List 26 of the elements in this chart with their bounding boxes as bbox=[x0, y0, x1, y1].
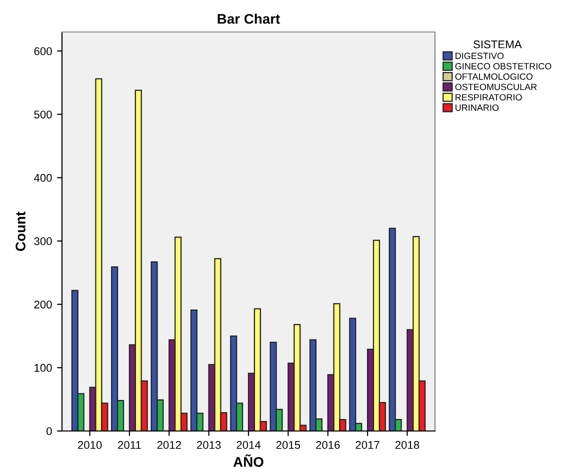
legend-title: SISTEMA bbox=[474, 40, 522, 48]
legend-label: OFTALMOLOGICO bbox=[455, 73, 533, 80]
y-tick-label: 0 bbox=[46, 427, 52, 436]
legend-label: OSTEOMUSCULAR bbox=[455, 84, 537, 90]
legend-label: DIGESTIVO bbox=[456, 52, 504, 60]
legend-label: GINECO OBSTETRICO bbox=[455, 63, 552, 70]
chart-title: Bar Chart bbox=[218, 14, 280, 24]
x-tick-label: 2017 bbox=[356, 441, 380, 449]
x-tick-label: 2016 bbox=[316, 441, 340, 449]
x-axis-title: AÑO bbox=[233, 454, 264, 467]
x-tick-label: 2012 bbox=[157, 441, 181, 449]
y-tick-label: 600 bbox=[34, 47, 52, 56]
legend-label: URINARIO bbox=[456, 104, 499, 111]
y-tick-label: 400 bbox=[34, 174, 52, 182]
x-tick-label: 2010 bbox=[78, 441, 102, 449]
y-tick-label: 500 bbox=[34, 110, 52, 118]
x-tick-label: 2014 bbox=[236, 441, 261, 449]
x-tick-label: 2015 bbox=[276, 441, 300, 449]
x-tick-label: 2013 bbox=[197, 441, 221, 449]
legend-label: RESPIRATORIO bbox=[456, 94, 522, 100]
x-tick-label: 2011 bbox=[118, 441, 141, 449]
x-tick-label: 2018 bbox=[395, 441, 420, 449]
y-axis-title: Count bbox=[16, 212, 26, 251]
y-tick-label: 200 bbox=[34, 300, 52, 308]
y-tick-label: 100 bbox=[34, 364, 52, 372]
y-tick-label: 300 bbox=[34, 237, 52, 246]
